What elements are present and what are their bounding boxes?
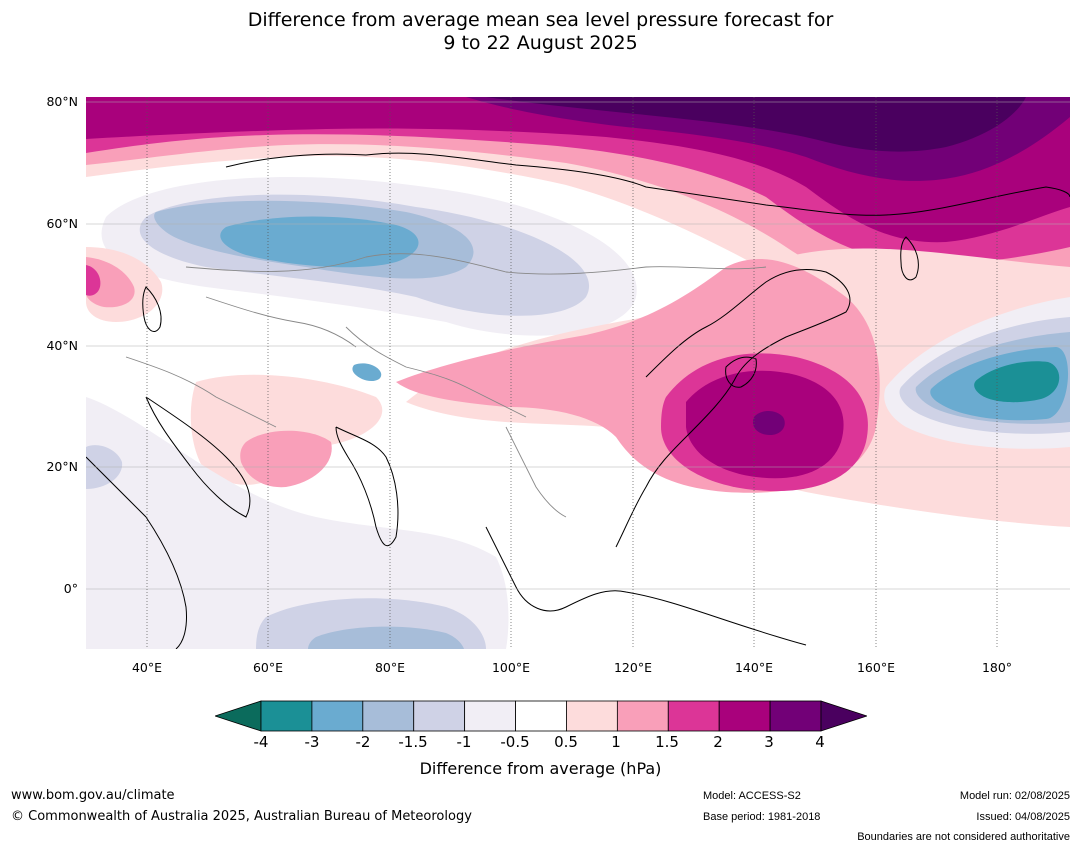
colorbar-tick: -0.5 <box>500 733 530 751</box>
coast-africa <box>86 456 187 649</box>
colorbar-tick: 4 <box>815 733 825 751</box>
contour-tropics-0.5 <box>86 397 509 649</box>
lon-label-40e: 40°E <box>131 660 163 675</box>
colorbar-bin <box>362 700 415 732</box>
north-pacific-low-anomaly <box>884 297 1070 449</box>
footer-website-link[interactable]: www.bom.gov.au/climate <box>11 788 175 803</box>
footer-disclaimer: Boundaries are not considered authoritat… <box>857 831 1070 843</box>
colorbar-bins <box>215 700 867 732</box>
contour-arctic-4 <box>486 97 1026 152</box>
footer-model-run: Model run: 02/08/2025 <box>959 790 1070 802</box>
colorbar-bin <box>769 700 822 732</box>
coast-caspian <box>142 286 162 332</box>
contour-arabia-1 <box>240 430 332 488</box>
colorbar-bin <box>515 700 567 732</box>
colorbar-bin <box>464 700 516 732</box>
coast-arctic <box>225 152 1070 216</box>
border-indochina <box>505 426 567 518</box>
colorbar-extend-min <box>215 700 262 732</box>
colorbar-bin <box>667 700 720 732</box>
colorbar-tick: -1.5 <box>398 733 428 751</box>
map-canvas <box>86 97 1070 649</box>
lon-label-180: 180° <box>981 660 1013 675</box>
coast-east-asia <box>615 268 851 548</box>
footer-copyright: © Commonwealth of Australia 2025, Austra… <box>11 809 472 824</box>
colorbar-bin <box>260 700 313 732</box>
border-china-west <box>345 326 527 418</box>
arctic-high-anomaly <box>86 97 1070 397</box>
lon-label-80e: 80°E <box>374 660 406 675</box>
colorbar-tick: -4 <box>253 733 269 751</box>
coast-kamchatka <box>900 236 919 281</box>
contour-arabia-0.5 <box>190 374 383 485</box>
lon-label-60e: 60°E <box>252 660 284 675</box>
contour-tibet-low <box>352 363 382 381</box>
lon-label-120e: 120°E <box>613 660 652 675</box>
colorbar-bin <box>616 700 669 732</box>
border-central-asia <box>205 296 357 348</box>
footer-model: Model: ACCESS-S2 <box>703 790 801 802</box>
colorbar-tick: -2 <box>355 733 371 751</box>
contour-npac-3 <box>974 361 1060 403</box>
lat-label-60n: 60°N <box>46 216 78 231</box>
coast-india <box>335 426 399 547</box>
colorbar-bin <box>413 700 466 732</box>
colorbar <box>215 700 867 732</box>
lon-label-140e: 140°E <box>734 660 773 675</box>
colorbar-bin <box>718 700 771 732</box>
lat-label-80n: 80°N <box>46 94 78 109</box>
lat-label-0: 0° <box>63 581 78 596</box>
coastlines <box>86 152 1070 649</box>
colorbar-tick: 1.5 <box>655 733 679 751</box>
contour-siberia-2 <box>220 216 419 268</box>
colorbar-extend-max <box>820 700 867 732</box>
contour-caspian-1 <box>86 257 135 308</box>
border-russia-south <box>185 253 767 275</box>
colorbar-tick: 3 <box>764 733 774 751</box>
map-title: Difference from average mean sea level p… <box>0 9 1081 55</box>
lon-label-100e: 100°E <box>491 660 530 675</box>
colorbar-tick: -3 <box>304 733 320 751</box>
colorbar-tick: -1 <box>456 733 472 751</box>
contour-caspian-1.5 <box>86 265 101 296</box>
lon-label-160e: 160°E <box>856 660 895 675</box>
colorbar-title: Difference from average (hPa) <box>419 759 662 778</box>
colorbar-tick: 0.5 <box>554 733 578 751</box>
footer-issued: Issued: 04/08/2025 <box>976 811 1070 823</box>
contour-pacific-3 <box>752 411 785 435</box>
lat-label-20n: 20°N <box>46 459 78 474</box>
coast-arabia <box>145 396 251 518</box>
pressure-anomaly-map <box>86 97 1070 649</box>
coast-southeast-asia <box>485 526 807 646</box>
country-borders <box>125 253 767 518</box>
map-title-line-1: Difference from average mean sea level p… <box>247 9 834 31</box>
colorbar-tick: 2 <box>713 733 723 751</box>
colorbar-tick: 1 <box>611 733 621 751</box>
grid-parallels <box>86 101 1070 590</box>
contour-tropics-1.5 <box>308 626 464 649</box>
colorbar-bin <box>311 700 364 732</box>
border-middle-east <box>125 356 277 428</box>
coast-japan <box>725 356 757 388</box>
colorbar-bin <box>566 700 618 732</box>
map-title-line-2: 9 to 22 August 2025 <box>443 32 638 54</box>
grid-meridians <box>146 97 998 649</box>
footer-base-period: Base period: 1981-2018 <box>703 811 821 823</box>
lat-label-40n: 40°N <box>46 338 78 353</box>
